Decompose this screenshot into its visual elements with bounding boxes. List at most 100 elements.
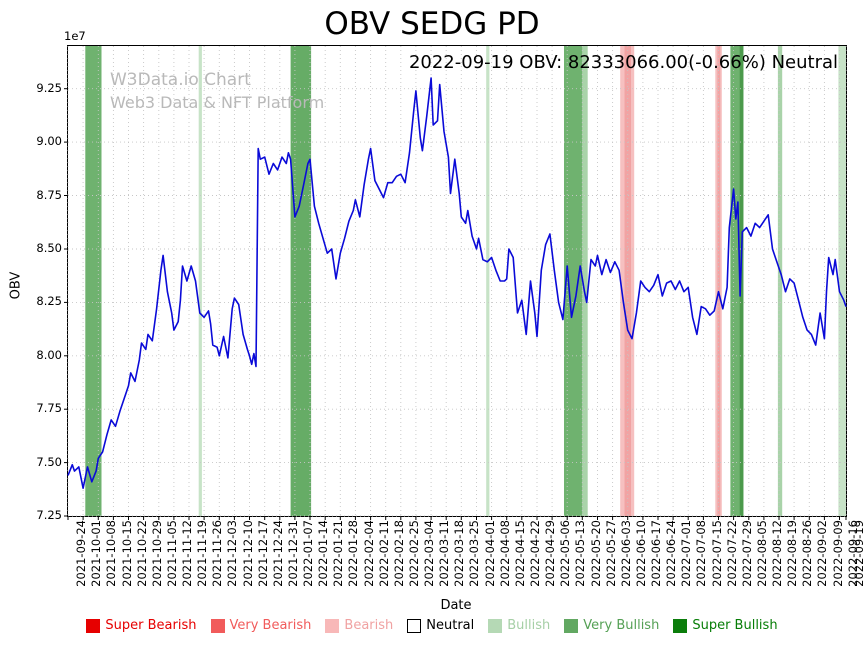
signal-band-bullish <box>198 46 202 516</box>
legend-item-label: Bearish <box>344 618 394 633</box>
y-axis-tick-label: 9.25 <box>36 80 62 95</box>
x-axis-tick-label: 2022-05-20 <box>588 520 603 587</box>
x-axis-tick-label: 2022-03-11 <box>437 520 452 587</box>
x-axis-tick-label: 2022-04-22 <box>527 520 542 587</box>
x-axis-tick-label: 2022-06-10 <box>633 520 648 587</box>
x-axis-tick-label: 2022-09-09 <box>830 520 845 587</box>
x-axis-tick-label: 2022-02-11 <box>376 520 391 587</box>
x-axis-tick-label: 2021-11-26 <box>210 520 225 587</box>
y-axis-tick-label: 7.25 <box>36 508 62 522</box>
signal-band-bullish <box>486 46 490 516</box>
x-axis-tick-label: 2021-12-10 <box>240 520 255 587</box>
legend-item-label: Very Bearish <box>229 618 312 633</box>
x-axis-tick-label: 2022-08-26 <box>800 520 815 587</box>
legend-item-label: Super Bearish <box>105 618 197 633</box>
x-axis-tick-label: 2022-05-13 <box>573 520 588 587</box>
x-axis-tick-label: 2022-07-15 <box>709 520 724 587</box>
x-axis-tick-label: 2022-04-29 <box>542 520 557 587</box>
x-axis-tick-label: 2022-07-29 <box>739 520 754 587</box>
x-axis-tick-label: 2022-01-28 <box>346 520 361 587</box>
plot-area: W3Data.io Chart Web3 Data & NFT Platform <box>64 45 847 520</box>
x-axis-tick-label: 2021-12-24 <box>270 520 285 587</box>
x-axis-tick-label: 2022-09-19 <box>852 520 864 587</box>
legend-swatch-icon <box>488 618 503 633</box>
legend-item-neutral: Neutral <box>407 618 474 633</box>
signal-band-very-bullish <box>739 46 744 516</box>
x-axis-tick-label: 2021-10-08 <box>104 520 119 587</box>
legend-swatch-icon <box>210 618 225 633</box>
legend-swatch-icon <box>325 618 340 633</box>
signal-legend: Super Bearish Very Bearish Bearish Neutral B… <box>0 618 864 633</box>
x-axis-tick-label: 2021-11-12 <box>179 520 194 587</box>
y-axis-tick-label: 7.50 <box>36 454 62 469</box>
signal-band-bullish <box>582 46 588 516</box>
signal-band-very-bullish <box>85 46 102 516</box>
obv-line <box>67 77 847 489</box>
legend-swatch-icon <box>407 618 422 633</box>
x-axis-tick-label: 2022-03-04 <box>421 520 436 587</box>
x-axis-tick-label: 2021-09-24 <box>74 520 88 587</box>
x-axis-tick-label: 2022-04-15 <box>512 520 527 587</box>
x-axis-tick-label: 2021-12-31 <box>285 520 300 587</box>
signal-band-bearish <box>717 46 721 516</box>
y-axis-tick-label: 7.75 <box>36 401 62 416</box>
x-axis-tick-label: 2021-10-01 <box>89 520 104 587</box>
signal-band-very-bullish <box>290 46 312 516</box>
x-axis-tick-label: 2022-02-25 <box>406 520 421 587</box>
x-axis-tick-label: 2022-08-19 <box>785 520 800 587</box>
legend-item-very-bullish: Very Bullish <box>564 618 659 633</box>
legend-item-super-bullish: Super Bullish <box>673 618 778 633</box>
x-axis-tick-label: 2021-10-22 <box>134 520 149 587</box>
x-axis-tick-label: 2021-12-03 <box>225 520 240 587</box>
x-axis-tick-label: 2022-09-02 <box>815 520 830 587</box>
y-axis-tick-label: 8.50 <box>36 240 62 255</box>
legend-item-super-bearish: Super Bearish <box>86 618 197 633</box>
legend-item-bullish: Bullish <box>488 618 550 633</box>
x-axis-tick-label: 2021-10-29 <box>149 520 164 587</box>
y-axis-offset-text: 1e7 <box>64 29 86 43</box>
y-axis-tick-label: 8.25 <box>36 294 62 309</box>
legend-swatch-icon <box>673 618 688 633</box>
x-axis-label: Date <box>440 598 472 613</box>
legend-item-label: Super Bullish <box>692 618 778 633</box>
legend-item-label: Bullish <box>507 618 551 633</box>
x-axis-tick-label: 2022-01-21 <box>331 520 346 587</box>
x-axis-tick-label: 2022-02-18 <box>391 520 406 587</box>
x-axis-tick-label: 2021-10-15 <box>119 520 134 587</box>
x-axis-tick-label: 2022-04-08 <box>497 520 512 587</box>
x-axis-tick-label: 2022-01-07 <box>300 520 315 587</box>
signal-band-very-bullish <box>564 46 583 516</box>
latest-obv-annotation: 2022-09-19 OBV: 82333066.00(-0.66%) Neut… <box>408 52 838 73</box>
x-axis-tick-label: 2022-06-17 <box>648 520 663 587</box>
plot-svg <box>64 46 847 520</box>
x-axis-tick-label: 2021-12-17 <box>255 520 270 587</box>
x-axis-tick-label: 2021-11-05 <box>164 520 179 587</box>
x-axis-tick-label: 2022-07-01 <box>679 520 694 587</box>
x-axis-tick-label: 2022-04-01 <box>482 520 497 587</box>
x-axis-tick-label: 2022-01-14 <box>316 520 331 587</box>
legend-item-label: Very Bullish <box>583 618 660 633</box>
chart-title: OBV SEDG PD <box>324 6 540 42</box>
signal-band-bullish <box>838 46 846 516</box>
x-axis-tick-label: 2022-07-22 <box>724 520 739 587</box>
x-axis-tick-label: 2022-06-03 <box>618 520 633 587</box>
y-axis-tick-label: 8.75 <box>36 187 62 202</box>
x-axis-tick-label: 2022-07-08 <box>694 520 709 587</box>
signal-band-bearish <box>624 46 631 516</box>
x-axis-tick-label: 2022-08-05 <box>754 520 769 587</box>
x-axis-tick-label: 2022-03-25 <box>467 520 482 587</box>
x-axis-tick-label: 2022-05-27 <box>603 520 618 587</box>
x-axis-tick-label: 2021-11-19 <box>195 520 210 587</box>
signal-band-bullish <box>777 46 783 516</box>
legend-item-very-bearish: Very Bearish <box>210 618 312 633</box>
legend-swatch-icon <box>564 618 579 633</box>
legend-swatch-icon <box>86 618 101 633</box>
x-axis-tick-label: 2022-03-18 <box>452 520 467 587</box>
x-axis-tick-label: 2022-08-12 <box>769 520 784 587</box>
legend-item-label: Neutral <box>426 618 475 633</box>
y-axis-tick-label: 9.00 <box>36 134 62 149</box>
x-axis-tick-label: 2022-06-24 <box>663 520 678 587</box>
x-axis-tick-label: 2022-05-06 <box>558 520 573 587</box>
legend-item-bearish: Bearish <box>325 618 393 633</box>
